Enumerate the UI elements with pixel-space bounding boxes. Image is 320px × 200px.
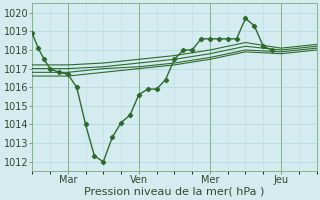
- X-axis label: Pression niveau de la mer( hPa ): Pression niveau de la mer( hPa ): [84, 187, 265, 197]
